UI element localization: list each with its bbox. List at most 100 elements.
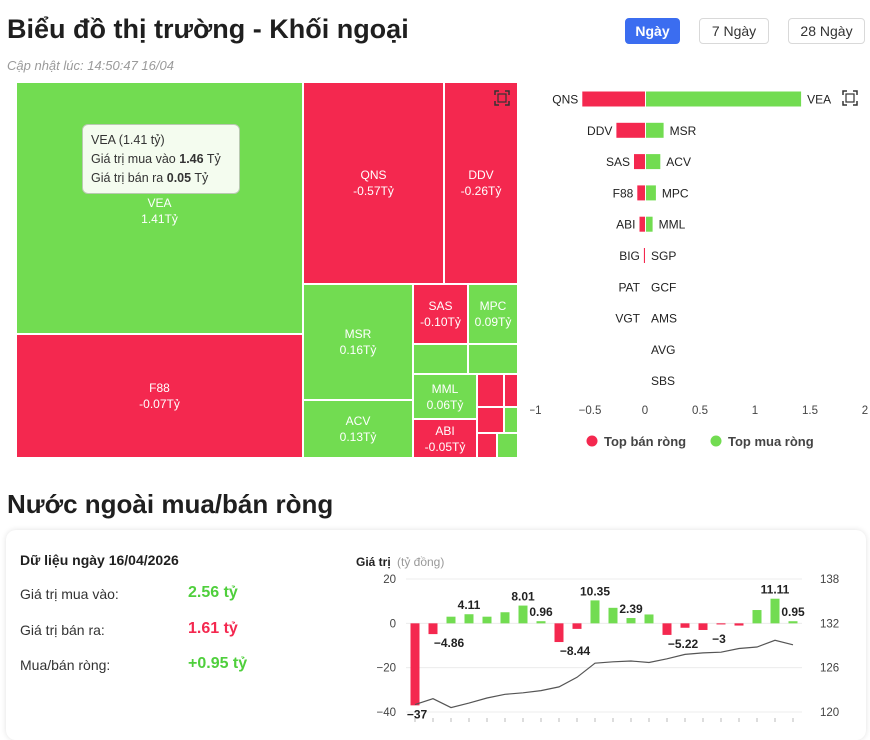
buy-code-label: VEA [807, 93, 831, 107]
expand-icon[interactable] [842, 90, 858, 106]
net-flow-bar[interactable] [626, 618, 636, 624]
treemap-tile[interactable]: QNS -0.57Tỷ [303, 82, 444, 284]
tile-value: 0.16Tỷ [339, 343, 377, 357]
treemap-tile[interactable] [477, 433, 497, 458]
tooltip-buy-row: Giá trị mua vào 1.46 Tỷ [91, 152, 221, 166]
treemap-tile[interactable]: DDV -0.26Tỷ [444, 82, 518, 284]
treemap-tile[interactable] [497, 433, 518, 458]
net-value: +0.95 tỷ [188, 655, 248, 672]
tooltip-title: VEA (1.41 tỷ) [91, 133, 165, 147]
tab-28-days[interactable]: 28 Ngày [788, 18, 865, 44]
y2-tick-label: 138 [820, 574, 839, 586]
net-flow-bar[interactable] [428, 623, 438, 635]
sell-bar[interactable] [643, 248, 645, 263]
data-label: 11.11 [761, 583, 790, 597]
y-tick-label: 0 [390, 618, 396, 630]
tile-value: 1.41Tỷ [141, 212, 178, 226]
legend-buy-label[interactable]: Top mua ròng [728, 434, 814, 449]
tile-value: -0.26Tỷ [460, 184, 502, 198]
buy-code-label: MML [659, 218, 686, 232]
buy-bar[interactable] [646, 154, 661, 170]
net-flow-bar[interactable] [788, 621, 798, 624]
buy-code-label: AMS [651, 312, 677, 326]
sell-bar[interactable] [639, 216, 646, 232]
treemap-tile[interactable] [468, 344, 518, 374]
net-flow-bar[interactable] [590, 600, 600, 624]
treemap-tile[interactable] [504, 374, 518, 407]
buy-bar[interactable] [646, 216, 653, 232]
treemap-tile[interactable] [413, 344, 468, 374]
net-flow-bar[interactable] [500, 612, 510, 624]
net-flow-bar[interactable] [518, 605, 528, 624]
net-flow-bar[interactable] [554, 623, 564, 643]
y-tick-label: −40 [376, 707, 396, 719]
page-title: Biểu đồ thị trường - Khối ngoại [7, 14, 409, 44]
treemap-tile[interactable] [477, 374, 504, 407]
buy-bar[interactable] [646, 91, 802, 107]
sell-bar[interactable] [582, 91, 645, 107]
tile-value: -0.07Tỷ [139, 397, 180, 411]
net-flow-bar[interactable] [734, 623, 744, 626]
tab-7-days[interactable]: 7 Ngày [699, 18, 769, 44]
tile-value: -0.05Tỷ [424, 439, 466, 454]
y2-tick-label: 120 [820, 707, 839, 719]
sell-bar[interactable] [634, 154, 645, 170]
sell-code-label: QNS [552, 93, 578, 107]
data-label: −5.22 [668, 637, 699, 651]
tile-value: 0.06Tỷ [426, 397, 464, 412]
net-flow-bar[interactable] [698, 623, 708, 630]
sell-bar[interactable] [637, 185, 645, 201]
treemap-tile[interactable]: MSR 0.16Tỷ [303, 284, 413, 400]
data-label: −8.44 [560, 644, 591, 658]
net-flow-bar[interactable] [536, 621, 546, 624]
period-tabs: Ngày 7 Ngày 28 Ngày [0, 18, 870, 46]
sell-bar[interactable] [616, 122, 645, 138]
net-flow-bar[interactable] [410, 623, 420, 706]
treemap-tile[interactable]: VEA 1.41Tỷ [16, 82, 303, 334]
treemap-tile[interactable] [504, 407, 518, 433]
tile-code: SAS [428, 299, 453, 313]
y-tick-label: 20 [383, 574, 396, 586]
net-flow-bar[interactable] [752, 610, 762, 624]
net-flow-bar[interactable] [608, 607, 618, 624]
sell-code-label: BIG [619, 249, 640, 263]
treemap-tile[interactable]: ACV 0.13Tỷ [303, 400, 413, 458]
treemap-tile[interactable] [477, 407, 504, 433]
x-tick-label: 1.5 [802, 405, 818, 417]
tooltip-sell-row: Giá trị bán ra 0.05 Tỷ [91, 171, 209, 185]
net-flow-bar[interactable] [572, 623, 582, 629]
buy-code-label: ACV [666, 155, 691, 169]
buy-code-label: AVG [651, 343, 675, 357]
sell-code-label: SAS [606, 155, 630, 169]
tile-code: DDV [468, 168, 494, 182]
net-flow-bar[interactable] [644, 614, 654, 624]
net-flow-bar[interactable] [770, 598, 780, 624]
data-label: −4.86 [434, 636, 465, 650]
net-flow-bar[interactable] [464, 614, 474, 624]
treemap-tile[interactable]: SAS -0.10Tỷ [413, 284, 468, 344]
buy-value-label: Giá trị mua vào: [20, 586, 119, 602]
data-label: 0.96 [529, 605, 553, 619]
expand-icon[interactable] [494, 90, 510, 106]
buy-bar[interactable] [646, 122, 664, 138]
tile-code: MSR [344, 327, 372, 341]
sell-value: 1.61 tỷ [188, 620, 238, 637]
tab-day[interactable]: Ngày [625, 18, 680, 44]
net-flow-bar[interactable] [482, 616, 492, 624]
net-flow-bar[interactable] [716, 623, 726, 625]
buy-bar[interactable] [646, 185, 656, 201]
net-flow-bar[interactable] [662, 623, 672, 635]
treemap-tooltip: VEA (1.41 tỷ) Giá trị mua vào 1.46 Tỷ Gi… [82, 124, 240, 194]
treemap-tile[interactable]: F88 -0.07Tỷ [16, 334, 303, 458]
legend-sell-label[interactable]: Top bán ròng [604, 434, 686, 449]
y2-tick-label: 126 [820, 663, 839, 675]
treemap-tile[interactable]: ABI -0.05Tỷ [413, 419, 477, 458]
buy-code-label: GCF [651, 280, 676, 294]
treemap-tile[interactable]: MPC 0.09Tỷ [468, 284, 518, 344]
x-tick-label: 0.5 [692, 405, 708, 417]
net-flow-bar[interactable] [446, 616, 456, 624]
net-flow-bar[interactable] [680, 623, 690, 628]
treemap-tile[interactable]: MML 0.06Tỷ [413, 374, 477, 419]
buy-code-label: MPC [662, 186, 689, 200]
x-tick-label: −1 [530, 405, 542, 417]
